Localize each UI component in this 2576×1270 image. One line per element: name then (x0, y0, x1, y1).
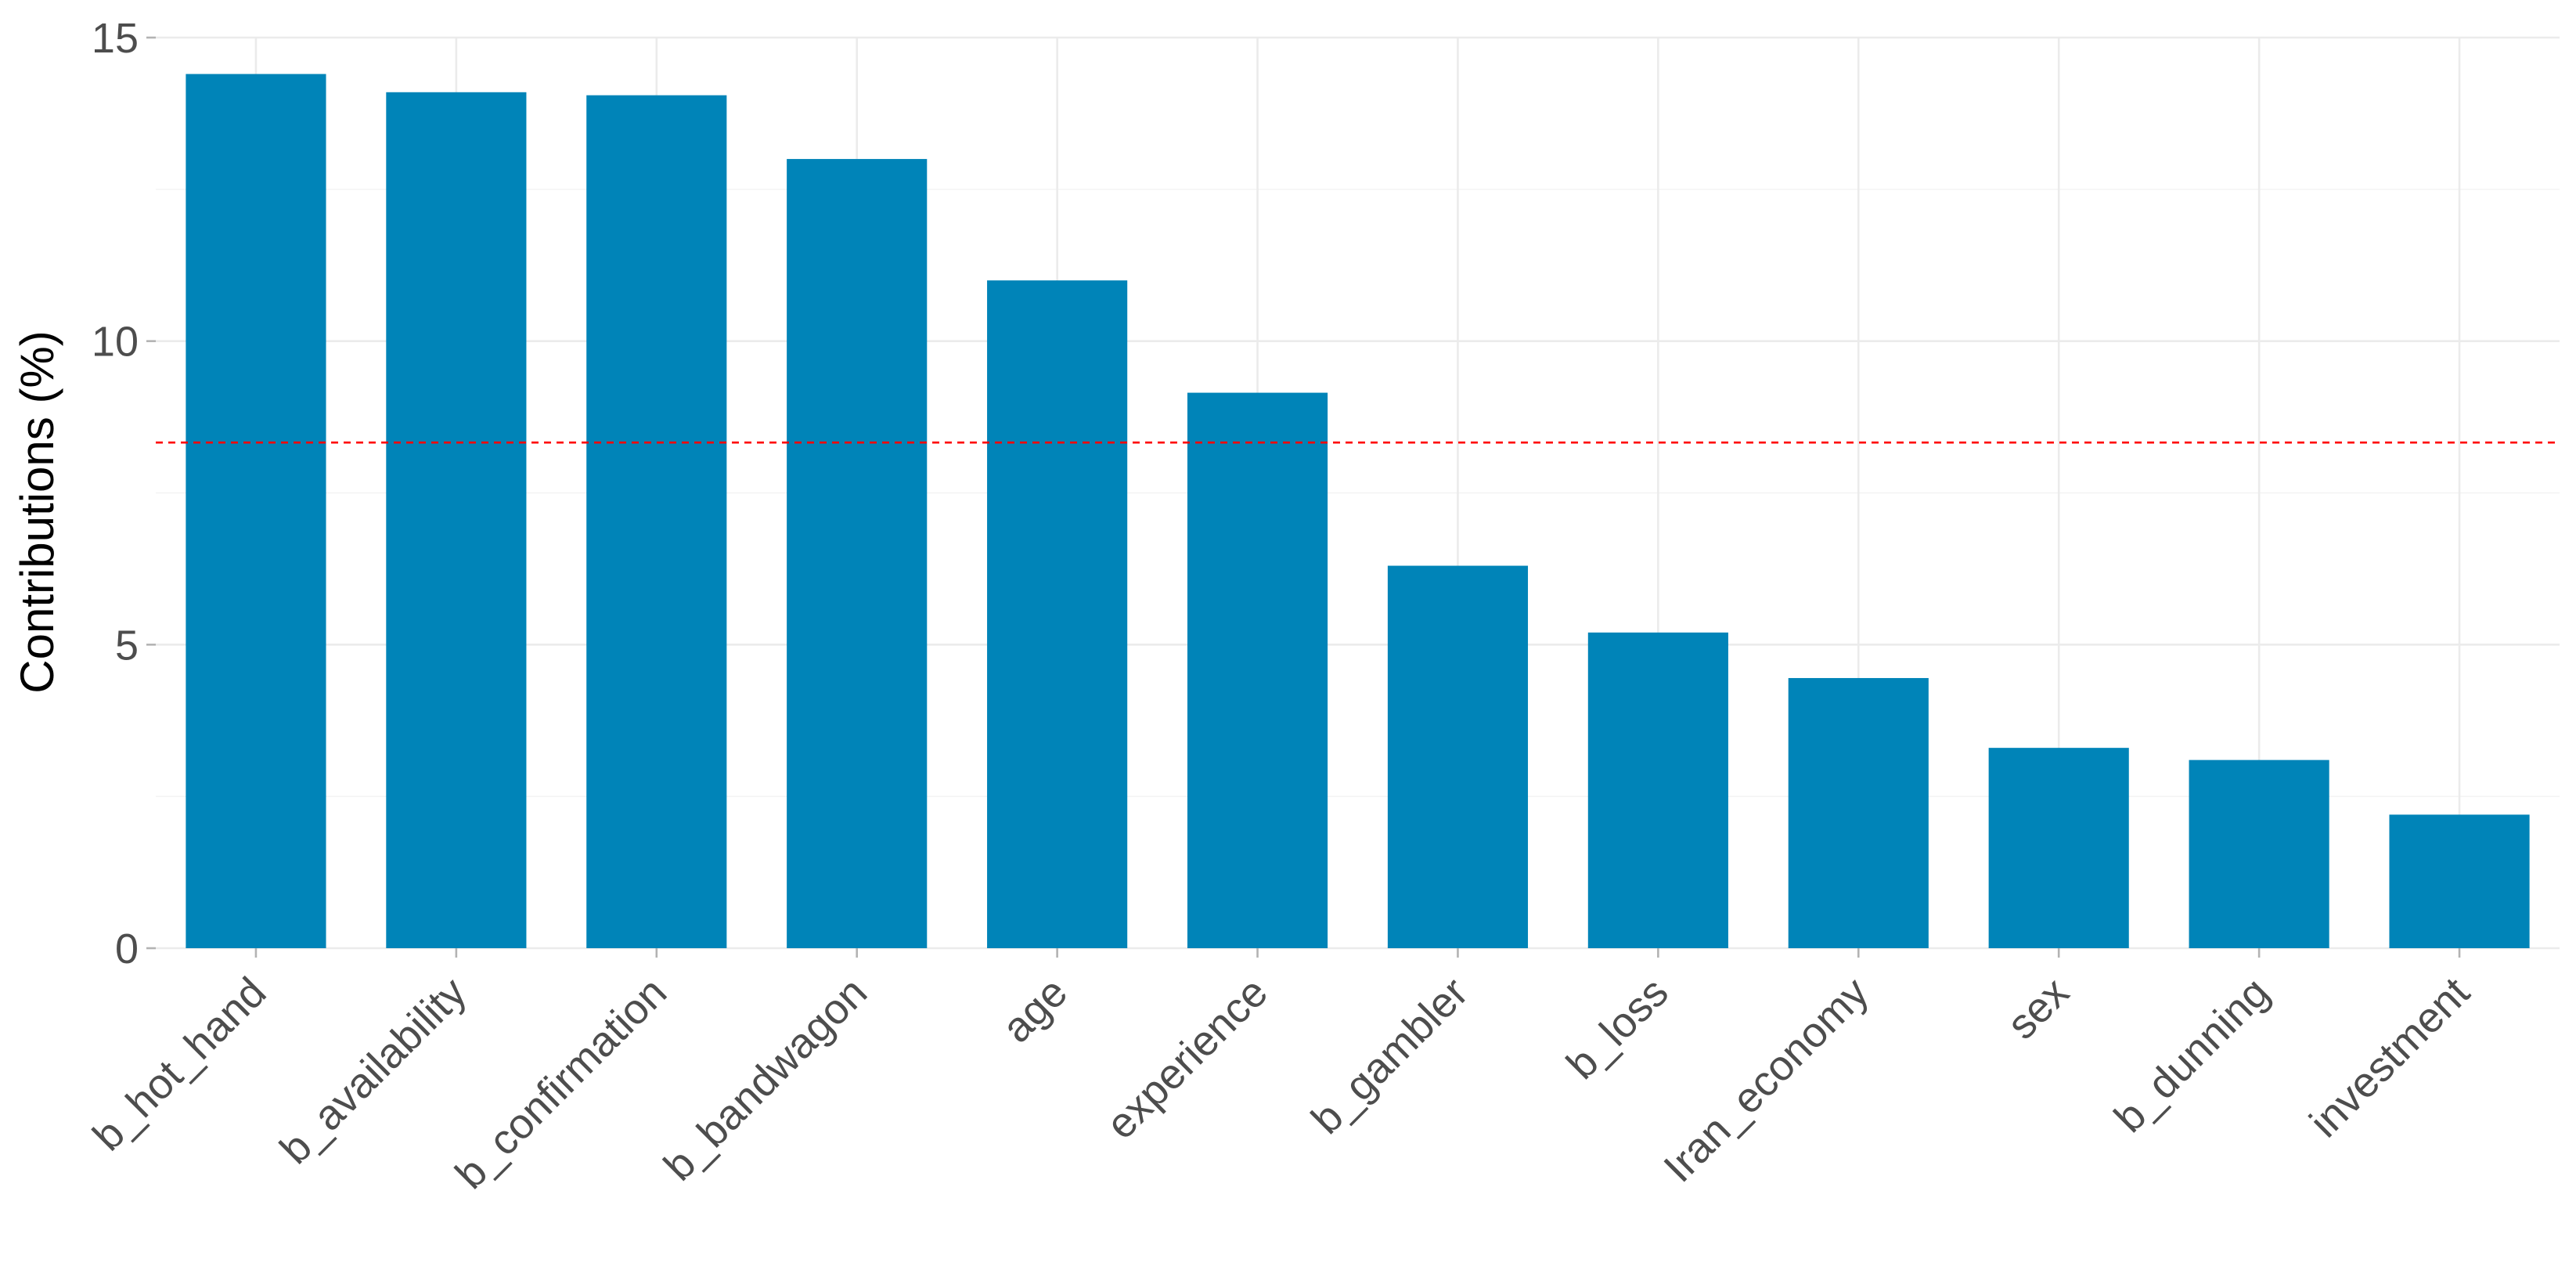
y-tick-label: 15 (92, 15, 139, 62)
x-tick-label: b_hot_hand (84, 969, 275, 1160)
bar-b-availability (386, 92, 527, 948)
x-tick-label: b_availability (271, 969, 475, 1173)
bar-b-confirmation (586, 95, 727, 949)
x-tick-label: b_confirmation (446, 969, 676, 1198)
x-tick-label: b_dunning (2106, 969, 2279, 1142)
x-tick-label: Iran_economy (1655, 969, 1877, 1191)
y-axis-title: Contributions (%) (11, 330, 63, 694)
x-tick-label: b_loss (1558, 969, 1677, 1088)
x-tick-label: experience (1097, 969, 1277, 1148)
y-tick-label: 0 (115, 925, 139, 972)
bar-sex (1988, 748, 2129, 948)
x-tick-label: investment (2300, 969, 2478, 1146)
bar-investment (2389, 814, 2530, 948)
bar-iran-economy (1788, 677, 1929, 948)
y-tick-label: 5 (115, 622, 139, 669)
bar-b-hot-hand (186, 74, 326, 948)
x-tick-label: b_gambler (1302, 969, 1477, 1143)
bar-b-dunning (2189, 759, 2329, 948)
bar-age (987, 280, 1128, 949)
bar-b-bandwagon (787, 159, 928, 949)
x-tick-label: age (993, 969, 1076, 1052)
x-tick-label: sex (1998, 969, 2078, 1048)
bar-experience (1187, 392, 1328, 948)
bar-b-loss (1587, 632, 1728, 948)
y-tick-label: 10 (92, 319, 139, 366)
x-tick-label: b_bandwagon (655, 969, 876, 1189)
bar-b-gambler (1387, 565, 1529, 948)
bars-layer (186, 74, 2530, 949)
